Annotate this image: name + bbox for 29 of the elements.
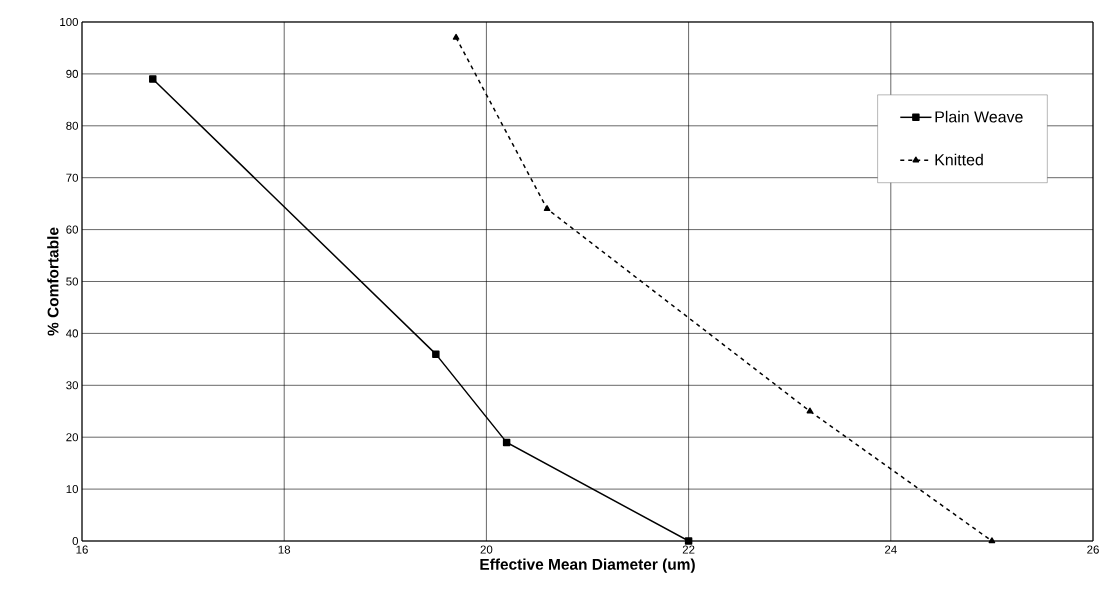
point [543, 205, 551, 212]
y-axis-title: % Comfortable [47, 227, 59, 336]
x-axis-title: Effective Mean Diameter (um) [480, 558, 695, 573]
y-tick-label: 40 [66, 329, 79, 338]
point [432, 350, 440, 358]
x-tick-label: 24 [885, 545, 897, 554]
point [502, 438, 511, 447]
x-tick-label: 20 [480, 545, 493, 554]
x-tick-label: 18 [278, 545, 291, 554]
y-tick-label: 100 [60, 17, 79, 27]
y-tick-label: 30 [66, 381, 79, 390]
point [452, 33, 460, 40]
legend-label: Knitted [935, 153, 983, 166]
y-tick-label: 70 [66, 173, 79, 182]
y-tick-label: 0 [72, 536, 79, 546]
x-tick-label: 26 [1087, 545, 1099, 554]
point [806, 407, 814, 414]
x-tick-label: 16 [76, 545, 88, 554]
y-tick-label: 50 [66, 277, 79, 286]
point [988, 537, 996, 544]
legend-label: Plain Weave [935, 110, 1023, 123]
point [684, 537, 693, 545]
y-tick-label: 80 [66, 121, 79, 130]
x-tick-label: 22 [682, 545, 695, 554]
y-tick-label: 20 [66, 433, 79, 442]
y-tick-label: 10 [66, 485, 79, 494]
y-tick-label: 90 [66, 69, 79, 78]
point [149, 75, 157, 83]
y-tick-label: 60 [66, 225, 79, 234]
